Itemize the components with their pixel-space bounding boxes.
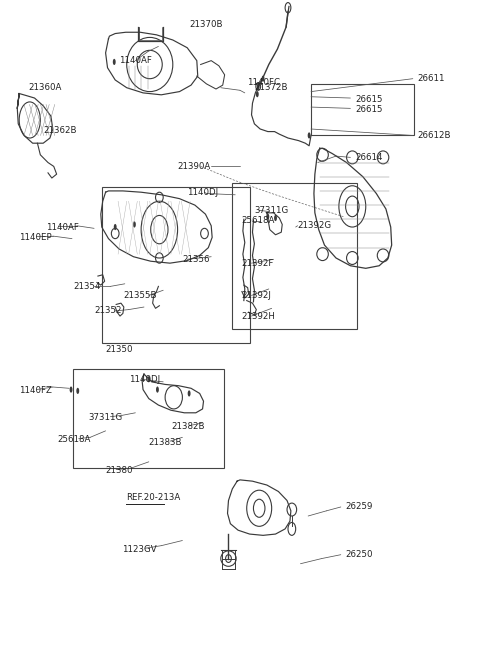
Text: 21383B: 21383B [149, 438, 182, 447]
Ellipse shape [188, 390, 191, 397]
Text: 21390A: 21390A [178, 162, 211, 171]
Text: 21360A: 21360A [29, 83, 62, 92]
Ellipse shape [156, 386, 159, 393]
Text: 21382B: 21382B [171, 422, 204, 432]
Bar [311, 84, 414, 135]
Text: 21355B: 21355B [123, 291, 156, 300]
Text: 1140AF: 1140AF [119, 56, 152, 65]
Text: 25618A: 25618A [58, 435, 91, 444]
Ellipse shape [133, 221, 136, 228]
Text: 21392J: 21392J [241, 291, 271, 300]
Ellipse shape [70, 386, 72, 393]
Text: 1140FZ: 1140FZ [19, 386, 52, 395]
Text: 1140AF: 1140AF [46, 223, 79, 232]
Text: 26259: 26259 [346, 502, 373, 511]
Text: 21352: 21352 [94, 306, 121, 315]
Text: 26612B: 26612B [418, 131, 451, 140]
Text: 1140EP: 1140EP [19, 233, 52, 242]
Text: 21380: 21380 [106, 466, 133, 475]
Ellipse shape [257, 83, 260, 90]
Text: 37311G: 37311G [88, 413, 122, 422]
Text: 21392H: 21392H [241, 312, 275, 321]
Ellipse shape [308, 132, 311, 139]
Ellipse shape [147, 376, 150, 382]
Text: 21392G: 21392G [298, 221, 332, 230]
Text: REF.20-213A: REF.20-213A [126, 493, 180, 502]
Text: 21372B: 21372B [254, 83, 288, 92]
Ellipse shape [266, 213, 269, 220]
Text: 25618A: 25618A [241, 216, 275, 225]
Text: 26615: 26615 [355, 95, 383, 104]
Ellipse shape [274, 215, 277, 221]
Ellipse shape [256, 91, 259, 97]
Ellipse shape [262, 75, 264, 82]
Text: 26611: 26611 [418, 74, 445, 83]
Text: 21350: 21350 [106, 345, 133, 354]
Text: 1123GV: 1123GV [122, 545, 156, 554]
Text: 26250: 26250 [346, 550, 373, 559]
Bar [73, 369, 224, 468]
Text: 21362B: 21362B [43, 126, 77, 135]
Ellipse shape [114, 224, 117, 230]
Text: 1140DJ: 1140DJ [187, 188, 218, 197]
Text: 21370B: 21370B [190, 20, 223, 29]
Text: 21392F: 21392F [241, 259, 273, 268]
Ellipse shape [76, 388, 79, 394]
Ellipse shape [113, 59, 116, 65]
Text: 37311G: 37311G [254, 206, 288, 215]
Bar [232, 183, 357, 329]
Text: 1140DJ: 1140DJ [129, 375, 160, 384]
Text: 26615: 26615 [355, 105, 383, 114]
Text: 21354: 21354 [73, 282, 100, 291]
Bar [102, 187, 250, 343]
Text: 26614: 26614 [355, 153, 383, 162]
Text: 21356: 21356 [182, 255, 210, 264]
Text: 1140FC: 1140FC [247, 78, 280, 87]
